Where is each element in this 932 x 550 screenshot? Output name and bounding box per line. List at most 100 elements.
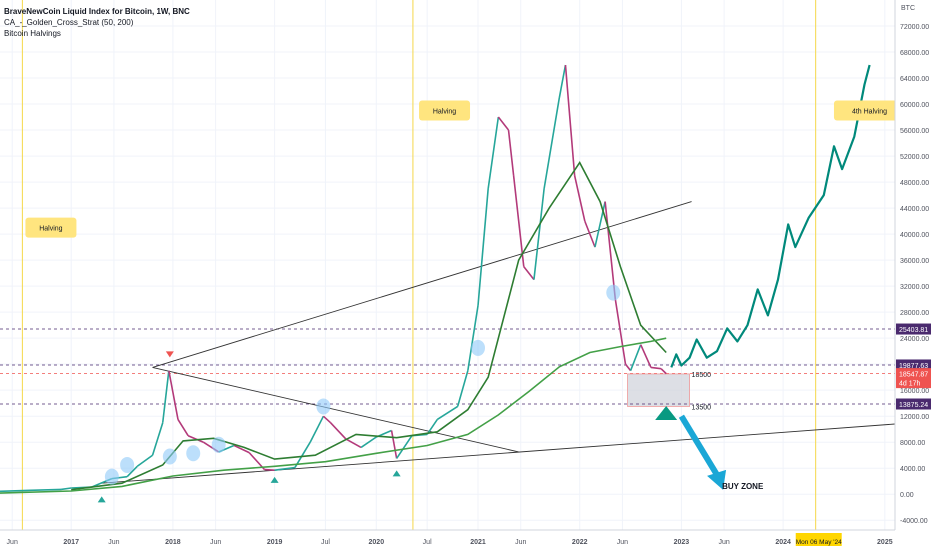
signal-marker [392,470,401,477]
price-segment [543,97,561,189]
price-segment [360,436,377,449]
level-tag-value: 18547.87 [899,372,928,379]
x-tick-label: 2022 [572,539,588,546]
x-tick-label: 2018 [165,539,181,546]
price-segment [533,188,545,280]
x-tick-label: Jun [108,539,119,546]
price-segment [629,344,642,371]
projection-path [670,64,871,368]
price-segment [168,370,179,420]
signal-marker [97,496,106,503]
price-segment [60,487,72,491]
level-tag-countdown: 4d 17h [899,381,921,388]
price-segment [0,489,31,493]
level-tag [896,368,931,389]
price-segment [264,468,275,471]
price-segment [523,266,535,281]
date-marker-box [795,533,842,546]
trendline [152,201,692,368]
price-segment [624,363,632,372]
level-tag [896,359,931,371]
x-axis-panel [0,530,932,550]
highlight-circle [316,398,331,415]
halving-label: 4th Halving [852,109,887,116]
x-tick-label: Jul [423,539,432,546]
price-segment [294,441,311,468]
price-segment [564,64,576,176]
price-segment [436,405,459,421]
plot-background [0,0,895,530]
date-marker-label: Mon 06 May '24 [796,539,842,546]
x-tick-label: 2023 [674,539,690,546]
y-tick-label: -4000.00 [900,518,928,525]
price-segment [136,454,154,467]
x-tick-label: 2017 [63,539,79,546]
price-segment [604,201,617,300]
level-tag-value: 19877.63 [899,363,928,370]
y-tick-label: 36000.00 [900,258,929,265]
ma-50-line [71,161,667,491]
price-segment [507,129,515,176]
signal-marker [270,476,279,483]
x-tick-label: Jun [718,539,729,546]
price-segment [30,488,62,492]
buy-zone-arrow-shaft [678,414,723,482]
price-segment [309,415,325,443]
buy-zone-arrow-head [707,469,727,490]
x-tick-label: 2024 [775,539,791,546]
price-segment [151,422,164,456]
price-segment [329,422,347,440]
halving-label-box [419,100,471,121]
buy-zone-box [627,373,690,407]
price-segment [233,444,250,454]
y-tick-label: 16000.00 [900,388,929,395]
highlight-circle [162,448,177,465]
highlight-circle [211,436,226,453]
price-segment [467,305,479,371]
y-tick-label: 24000.00 [900,336,929,343]
price-segment [584,220,596,248]
y-tick-label: 56000.00 [900,128,929,135]
highlight-circle [606,284,621,301]
halving-label-box [833,100,905,121]
signal-marker [165,351,174,358]
price-segment [640,344,652,368]
price-segment [126,465,138,478]
price-segment [512,175,525,267]
y-tick-label: 40000.00 [900,232,929,239]
chart-title: BraveNewCoin Liquid Index for Bitcoin, 1… [4,7,190,16]
price-segment [614,299,627,365]
highlight-circle [471,339,486,356]
indicator-label: CA_-_Golden_Cross_Strat (50, 200) [4,18,134,27]
y-tick-label: 72000.00 [900,24,929,31]
trendline [101,423,896,484]
x-tick-label: Jun [7,539,18,546]
level-tag [896,323,931,335]
price-segment [177,419,189,437]
y-tick-label: 32000.00 [900,284,929,291]
y-axis-panel [895,0,932,550]
x-tick-label: 2019 [267,539,283,546]
x-tick-label: 2020 [369,539,385,546]
y-tick-label: 48000.00 [900,180,929,187]
halving-label-box [25,217,77,238]
buy-zone-bottom-label: 13500 [692,404,712,411]
x-tick-label: Jun [617,539,628,546]
y-tick-label: 44000.00 [900,206,929,213]
y-tick-label: 60000.00 [900,102,929,109]
x-tick-label: Jun [210,539,221,546]
price-segment [187,434,204,443]
ma-200-line [0,337,667,494]
highlight-circle [120,456,135,473]
halving-label: Halving [39,226,62,233]
price-segment [456,370,469,407]
price-segment [573,175,586,222]
y-tick-label: 12000.00 [900,414,929,421]
price-segment [161,370,170,423]
y-tick-label: 28000.00 [900,310,929,317]
y-tick-label: 0.00 [900,492,914,499]
buy-zone-top-label: 18500 [692,372,712,379]
price-segment [345,438,362,449]
highlight-circle [186,445,201,462]
